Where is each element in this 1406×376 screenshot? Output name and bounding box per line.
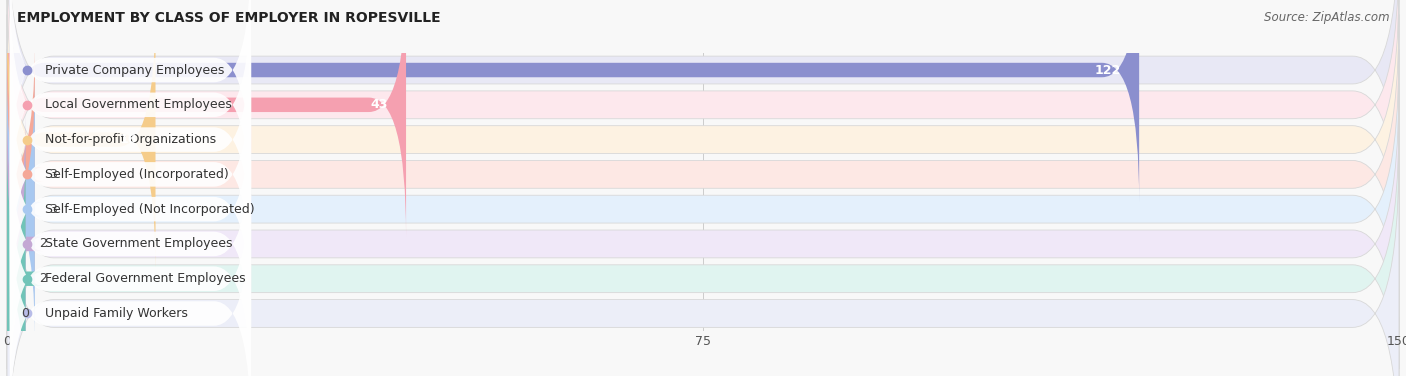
FancyBboxPatch shape	[10, 47, 252, 301]
Text: 0: 0	[21, 307, 30, 320]
Text: 43: 43	[370, 98, 388, 111]
FancyBboxPatch shape	[7, 0, 1139, 202]
FancyBboxPatch shape	[7, 0, 1399, 300]
FancyBboxPatch shape	[7, 153, 1399, 376]
Text: 2: 2	[39, 272, 48, 285]
FancyBboxPatch shape	[10, 186, 252, 376]
FancyBboxPatch shape	[10, 82, 252, 336]
FancyBboxPatch shape	[7, 0, 1399, 265]
Text: State Government Employees: State Government Employees	[45, 237, 232, 250]
FancyBboxPatch shape	[10, 117, 252, 371]
Text: Not-for-profit Organizations: Not-for-profit Organizations	[45, 133, 217, 146]
FancyBboxPatch shape	[0, 147, 44, 376]
FancyBboxPatch shape	[0, 42, 44, 306]
FancyBboxPatch shape	[10, 0, 252, 197]
FancyBboxPatch shape	[10, 0, 252, 232]
Text: 16: 16	[120, 133, 136, 146]
Text: 122: 122	[1094, 64, 1121, 77]
Text: 3: 3	[49, 203, 56, 216]
FancyBboxPatch shape	[7, 0, 406, 237]
Text: Private Company Employees: Private Company Employees	[45, 64, 225, 77]
Text: Unpaid Family Workers: Unpaid Family Workers	[45, 307, 188, 320]
FancyBboxPatch shape	[7, 119, 1399, 376]
Text: Federal Government Employees: Federal Government Employees	[45, 272, 246, 285]
Text: Source: ZipAtlas.com: Source: ZipAtlas.com	[1264, 11, 1389, 24]
FancyBboxPatch shape	[7, 84, 1399, 376]
Text: Local Government Employees: Local Government Employees	[45, 98, 232, 111]
FancyBboxPatch shape	[7, 14, 1399, 334]
Text: 2: 2	[39, 237, 48, 250]
Text: EMPLOYMENT BY CLASS OF EMPLOYER IN ROPESVILLE: EMPLOYMENT BY CLASS OF EMPLOYER IN ROPES…	[17, 11, 440, 25]
Text: Self-Employed (Not Incorporated): Self-Employed (Not Incorporated)	[45, 203, 254, 216]
Text: Self-Employed (Incorporated): Self-Employed (Incorporated)	[45, 168, 229, 181]
FancyBboxPatch shape	[7, 49, 1399, 369]
FancyBboxPatch shape	[10, 152, 252, 376]
FancyBboxPatch shape	[10, 13, 252, 267]
Text: 3: 3	[49, 168, 56, 181]
FancyBboxPatch shape	[0, 77, 44, 341]
FancyBboxPatch shape	[0, 112, 44, 376]
FancyBboxPatch shape	[7, 0, 1399, 230]
FancyBboxPatch shape	[7, 8, 156, 271]
